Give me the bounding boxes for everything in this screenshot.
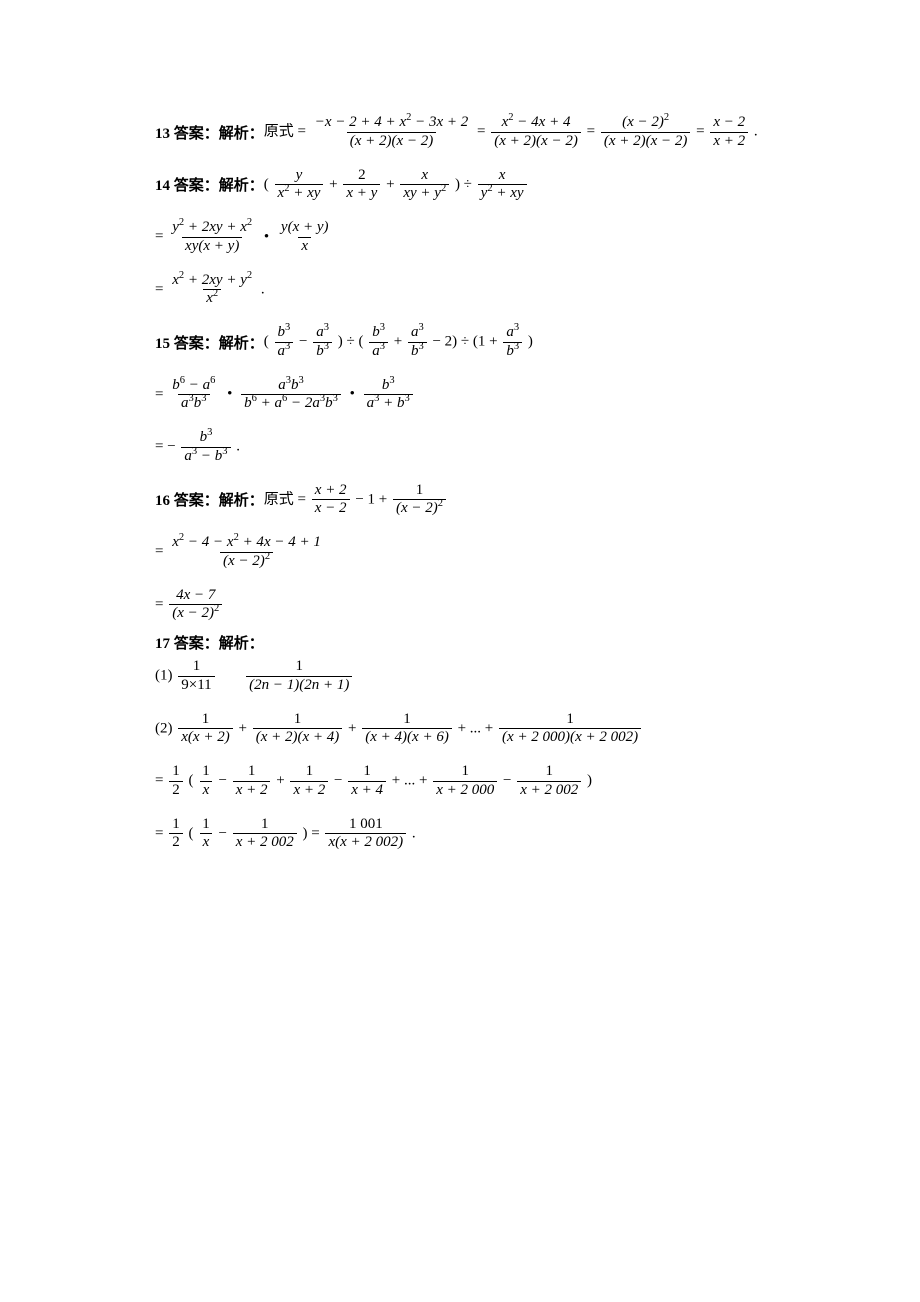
q13-f1: −x − 2 + 4 + x2 − 3x + 2 (x + 2)(x − 2) (312, 115, 472, 150)
q17-half-2: 12 (169, 817, 183, 852)
q14-period: . (261, 281, 265, 297)
q17-header: 17 答案： 解析： (155, 632, 860, 653)
q13-period: . (754, 124, 758, 140)
q14-t2: 2 x + y (343, 168, 380, 203)
q14-line1: 14 答案： 解析： ( y x2 + xy + 2 x + y + x xy … (155, 168, 860, 203)
q16-s2-f: x2 − 4 − x2 + 4x − 4 + 1 (x − 2)2 (169, 535, 324, 570)
answer-16: 16 答案： 解析： 原式 = x + 2 x − 2 − 1 + 1 (x −… (155, 483, 860, 623)
q15-f3a: a3 b3 (503, 325, 522, 360)
q16-line2: = x2 − 4 − x2 + 4x − 4 + 1 (x − 2)2 (155, 535, 860, 570)
q14-line3: = x2 + 2xy + y2 x2 . (155, 273, 860, 308)
answer-13: 13 答案： 解析： 原式 = −x − 2 + 4 + x2 − 3x + 2… (155, 115, 860, 150)
q17-part1: (1) 1 9×11 1 (2n − 1)(2n + 1) (155, 659, 860, 694)
q13-f4: x − 2 x + 2 (710, 115, 748, 150)
q15-line2: = b6 − a6 a3b3 • a3b3 b6 + a6 − 2a3b3 • … (155, 378, 860, 413)
q14-t3: x xy + y2 (400, 168, 449, 203)
q17-half-1: 12 (169, 764, 183, 799)
q14-label: 14 答案： (155, 174, 219, 195)
q17-s3-a: 1x (199, 817, 213, 852)
q17-s3-b: 1x + 2 002 (233, 817, 297, 852)
q14-s2-f1: y2 + 2xy + x2 xy(x + y) (169, 220, 255, 255)
answer-17: 17 答案： 解析： (1) 1 9×11 1 (2n − 1)(2n + 1)… (155, 632, 860, 851)
q13-f3: (x − 2)2 (x + 2)(x − 2) (601, 115, 691, 150)
q17-s2-c: 1x + 2 (290, 764, 328, 799)
q15-label: 15 答案： (155, 332, 219, 353)
q16-line1: 16 答案： 解析： 原式 = x + 2 x − 2 − 1 + 1 (x −… (155, 483, 860, 518)
q13-yuanshi: 原式 (264, 124, 294, 140)
q17-part2-line3: = 12 ( 1x − 1x + 2 002 ) = 1 001 x(x + 2… (155, 817, 860, 852)
q17-s2-d: 1x + 4 (348, 764, 386, 799)
q16-yuanshi: 原式 (264, 491, 294, 507)
q17-p2-t2: 1 (x + 2)(x + 4) (253, 712, 343, 747)
q17-p2-label: (2) (155, 720, 173, 736)
q15-f2b: a3 b3 (408, 325, 427, 360)
q14-t1: y x2 + xy (275, 168, 324, 203)
q15-prefix: 解析： (219, 332, 264, 353)
q17-p1-f1: 1 9×11 (178, 659, 214, 694)
q17-p1-label: (1) (155, 668, 173, 684)
q17-s2-e: 1x + 2 000 (433, 764, 497, 799)
q14-prefix: 解析： (219, 174, 264, 195)
q16-f1: x + 2 x − 2 (312, 483, 350, 518)
answer-14: 14 答案： 解析： ( y x2 + xy + 2 x + y + x xy … (155, 168, 860, 308)
q15-s2-f1: b6 − a6 a3b3 (169, 378, 218, 413)
q15-s2-f2: a3b3 b6 + a6 − 2a3b3 (241, 378, 341, 413)
q17-period: . (412, 825, 416, 841)
q17-p2-t1: 1 x(x + 2) (178, 712, 232, 747)
q14-s3-f: x2 + 2xy + y2 x2 (169, 273, 255, 308)
q17-label: 17 答案： (155, 632, 219, 653)
q13-prefix: 解析： (219, 122, 264, 143)
q15-s3-f: b3 a3 − b3 (181, 430, 230, 465)
q15-s2-f3: b3 a3 + b3 (364, 378, 413, 413)
q17-part2-line1: (2) 1 x(x + 2) + 1 (x + 2)(x + 4) + 1 (x… (155, 712, 860, 747)
q15-f2a: b3 a3 (369, 325, 388, 360)
q16-prefix: 解析： (219, 489, 264, 510)
q15-line1: 15 答案： 解析： ( b3 a3 − a3 b3 ) ÷ ( b3 a3 + (155, 325, 860, 360)
q14-s2-f2: y(x + y) x (278, 220, 332, 255)
q17-p2-t3: 1 (x + 4)(x + 6) (362, 712, 452, 747)
q15-line3: = − b3 a3 − b3 . (155, 430, 860, 465)
q17-s2-a: 1x (199, 764, 213, 799)
q17-part2-line2: = 12 ( 1x − 1x + 2 + 1x + 2 − 1x + 4 (155, 764, 860, 799)
q15-f1a: b3 a3 (275, 325, 294, 360)
q16-line3: = 4x − 7 (x − 2)2 (155, 588, 860, 623)
q15-f1b: a3 b3 (313, 325, 332, 360)
q16-label: 16 答案： (155, 489, 219, 510)
q13-line1: 13 答案： 解析： 原式 = −x − 2 + 4 + x2 − 3x + 2… (155, 115, 860, 150)
q15-period: . (236, 439, 240, 455)
q17-s3-res: 1 001 x(x + 2 002) (325, 817, 406, 852)
q13-f2: x2 − 4x + 4 (x + 2)(x − 2) (491, 115, 581, 150)
q17-s2-f: 1x + 2 002 (517, 764, 581, 799)
q17-p2-t4: 1 (x + 2 000)(x + 2 002) (499, 712, 641, 747)
answer-15: 15 答案： 解析： ( b3 a3 − a3 b3 ) ÷ ( b3 a3 + (155, 325, 860, 465)
q16-f2: 1 (x − 2)2 (393, 483, 446, 518)
q17-prefix: 解析： (219, 632, 264, 653)
q13-label: 13 答案： (155, 122, 219, 143)
q17-s2-b: 1x + 2 (233, 764, 271, 799)
document-page: 13 答案： 解析： 原式 = −x − 2 + 4 + x2 − 3x + 2… (0, 0, 920, 929)
q14-line2: = y2 + 2xy + x2 xy(x + y) • y(x + y) x (155, 220, 860, 255)
q14-t4: x y2 + xy (478, 168, 527, 203)
q17-p1-f2: 1 (2n − 1)(2n + 1) (246, 659, 352, 694)
q16-s3-f: 4x − 7 (x − 2)2 (169, 588, 222, 623)
